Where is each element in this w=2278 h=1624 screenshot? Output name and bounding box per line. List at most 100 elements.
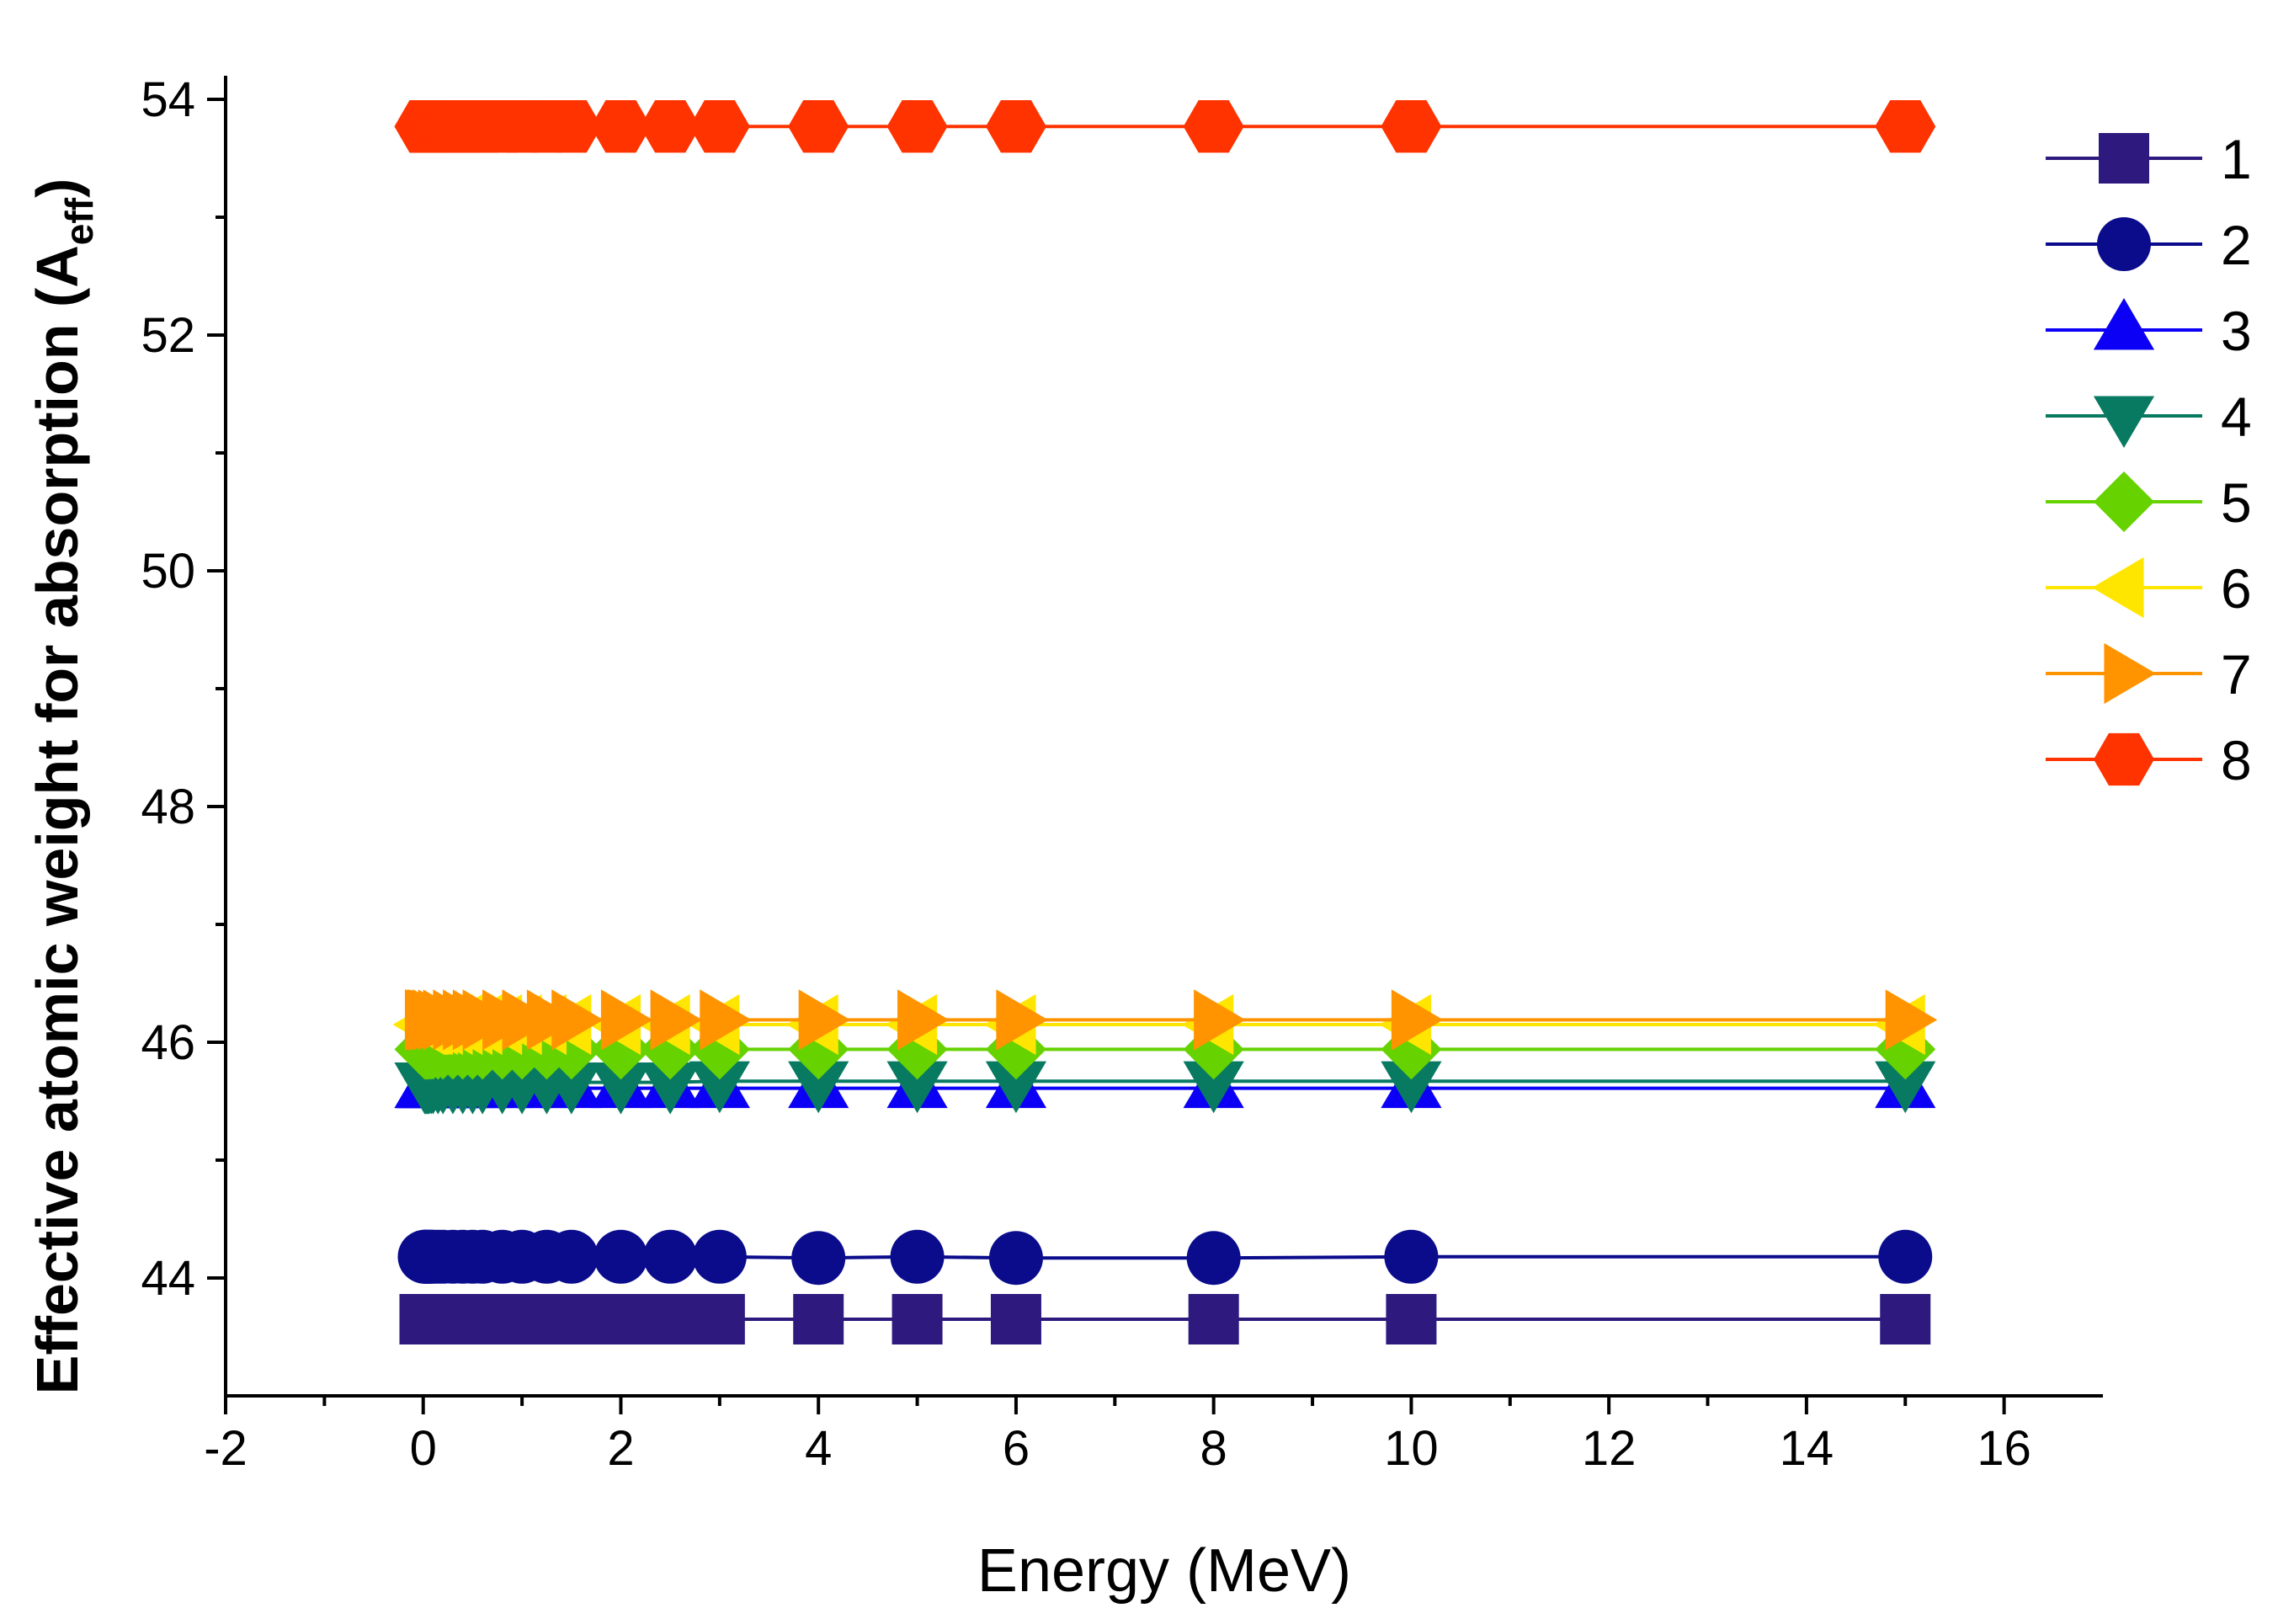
data-point (798, 989, 851, 1051)
data-point (590, 100, 652, 153)
data-point (886, 1061, 948, 1114)
data-point (890, 1229, 945, 1284)
data-point (1381, 1061, 1442, 1114)
x-tick-label: 12 (1582, 1421, 1637, 1476)
x-tick-label: 6 (1003, 1421, 1030, 1476)
x-tick-label: 2 (607, 1421, 634, 1476)
y-tick-label: 44 (141, 1251, 195, 1306)
data-point (540, 100, 602, 153)
data-point (590, 1062, 652, 1115)
legend-item-8: 8 (2046, 729, 2252, 791)
legend-marker (2104, 642, 2156, 705)
data-point (645, 1294, 696, 1344)
y-axis-title-main: Effective atomic weight for absorption (… (24, 245, 90, 1394)
series-2 (397, 1229, 1933, 1286)
legend-label: 3 (2221, 300, 2252, 362)
data-point (985, 100, 1046, 153)
x-ticks: -2 0 2 4 6 8 10 12 14 16 (204, 1396, 2031, 1476)
legend-label: 7 (2221, 643, 2252, 706)
legend-marker (2094, 732, 2154, 786)
series-8 (394, 100, 1936, 153)
legend-marker (2094, 471, 2154, 532)
series-line (424, 1079, 1906, 1084)
data-point (546, 1294, 597, 1344)
x-tick-label: 14 (1780, 1421, 1834, 1476)
legend-item-5: 5 (2046, 471, 2252, 534)
data-point (551, 989, 604, 1051)
data-point (791, 1231, 846, 1286)
data-point (1386, 1294, 1437, 1344)
series-7 (404, 989, 1938, 1051)
legend-label: 8 (2221, 729, 2252, 791)
data-point (985, 1061, 1047, 1114)
legend-label: 1 (2221, 128, 2252, 190)
data-point (886, 100, 948, 153)
legend-marker (2099, 133, 2149, 184)
legend-item-2: 2 (2046, 214, 2252, 276)
y-tick-label: 46 (141, 1015, 195, 1070)
data-point (1875, 1061, 1936, 1114)
data-point (990, 1294, 1041, 1344)
x-tick-label: 0 (410, 1421, 437, 1476)
series-1 (399, 1294, 1931, 1344)
y-axis-title: Effective atomic weight for absorption (… (24, 178, 101, 1395)
x-tick-label: 4 (805, 1421, 832, 1476)
legend-item-7: 7 (2046, 642, 2252, 706)
y-axis-title-close: ) (24, 178, 90, 198)
x-tick-label: -2 (204, 1421, 247, 1476)
data-point (1391, 989, 1444, 1051)
data-point (793, 1294, 844, 1344)
data-point (1885, 989, 1938, 1051)
series-layer (392, 100, 1938, 1344)
data-point (988, 1231, 1043, 1286)
legend-marker (2092, 556, 2144, 619)
data-point (650, 989, 703, 1051)
data-point (689, 1061, 750, 1114)
legend: 1 2 3 4 5 6 7 8 (2046, 128, 2252, 791)
data-point (640, 1062, 701, 1115)
data-point (643, 1229, 698, 1284)
legend-item-3: 3 (2046, 298, 2252, 362)
legend-marker (2093, 396, 2155, 448)
y-ticks: 44 46 48 50 52 54 (141, 72, 226, 1306)
data-point (788, 100, 849, 153)
data-point (1880, 1294, 1931, 1344)
series-4 (394, 1061, 1936, 1115)
data-point (1186, 1231, 1241, 1286)
legend-marker (2097, 217, 2151, 271)
y-tick-label: 52 (141, 308, 195, 363)
data-point (700, 989, 752, 1051)
x-axis-title: Energy (MeV) (977, 1537, 1351, 1605)
legend-item-4: 4 (2046, 386, 2252, 448)
data-point (640, 100, 701, 153)
data-point (1384, 1229, 1439, 1284)
data-point (595, 1294, 647, 1344)
x-tick-label: 8 (1200, 1421, 1227, 1476)
x-tick-label: 10 (1384, 1421, 1439, 1476)
data-point (897, 989, 950, 1051)
data-point (694, 1294, 745, 1344)
y-tick-label: 48 (141, 780, 195, 834)
data-point (540, 1062, 602, 1115)
data-point (544, 1229, 599, 1284)
legend-item-1: 1 (2046, 128, 2252, 190)
y-tick-label: 50 (141, 544, 195, 599)
data-point (692, 1229, 747, 1284)
data-point (1381, 100, 1442, 153)
legend-item-6: 6 (2046, 556, 2252, 620)
legend-label: 4 (2221, 386, 2252, 448)
data-point (1183, 100, 1244, 153)
data-point (1188, 1294, 1239, 1344)
data-point (1183, 1061, 1244, 1114)
data-point (1194, 989, 1246, 1051)
data-point (996, 989, 1048, 1051)
data-point (1875, 100, 1936, 153)
y-tick-label: 54 (141, 72, 195, 127)
data-point (892, 1294, 943, 1344)
legend-label: 5 (2221, 471, 2252, 534)
data-point (600, 989, 653, 1051)
legend-label: 2 (2221, 214, 2252, 276)
